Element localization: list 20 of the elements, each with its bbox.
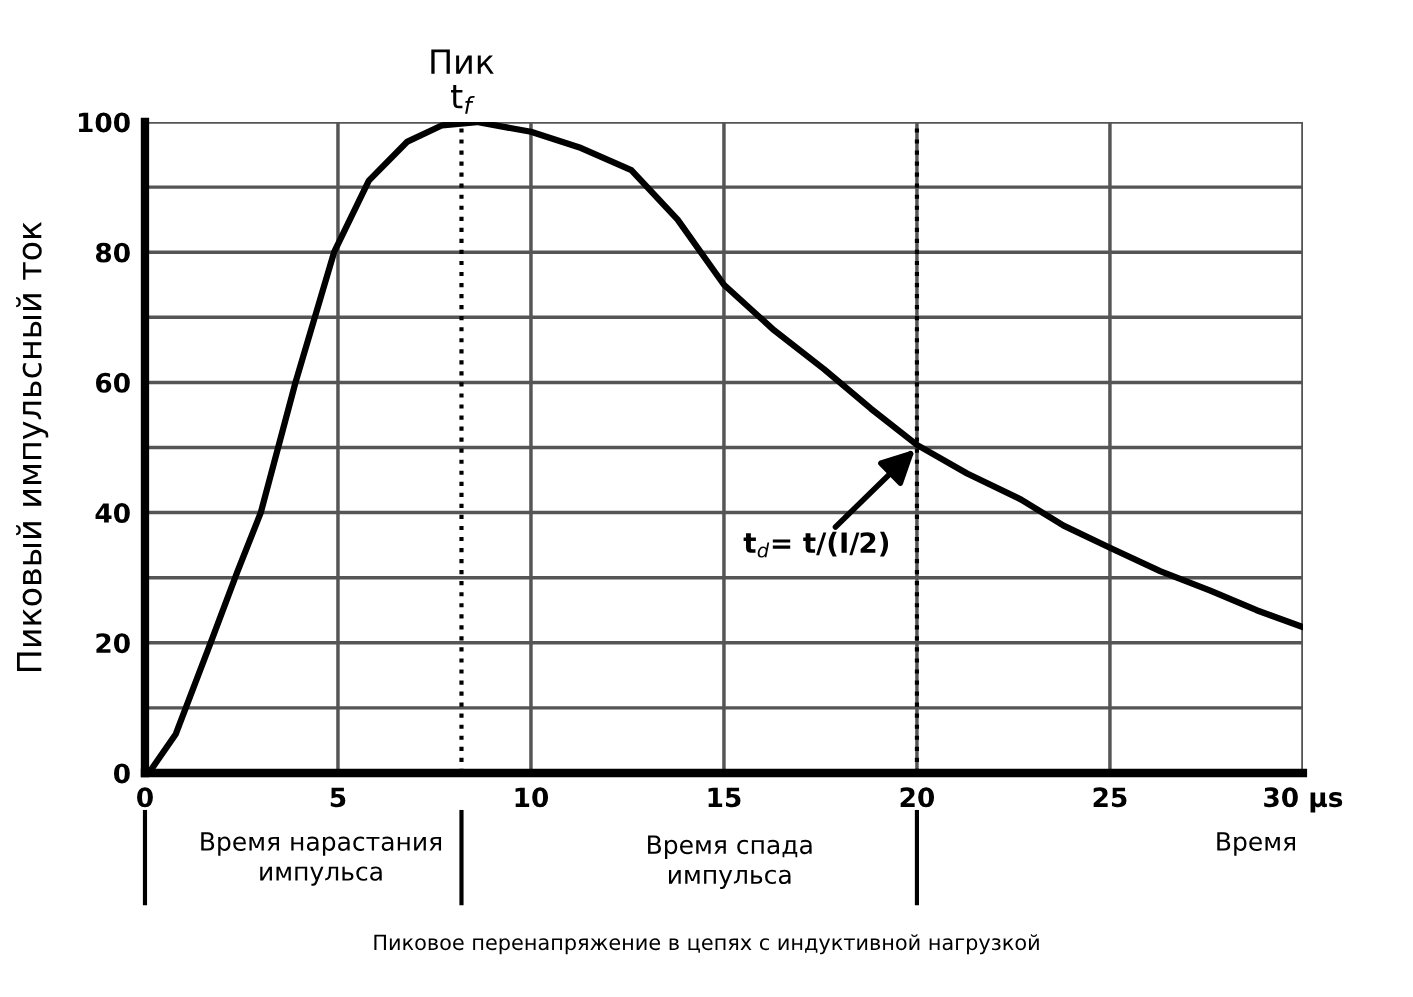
text: Время нарастания импульса	[201, 832, 442, 886]
x-tick-label: 20	[900, 787, 935, 808]
y-tick-label: 40	[95, 503, 130, 523]
y-tick-label: 60	[96, 372, 130, 393]
text: Пиковое перенапряжение в цепях с индуктивной нагрузкой	[374, 934, 1039, 955]
y-tick-label: 100	[78, 112, 130, 133]
x-tick-label: 25	[1093, 787, 1127, 808]
text: Время спада импульса	[648, 835, 812, 889]
y-tick-label: 0	[113, 763, 130, 784]
y-tick-label: 80	[95, 242, 130, 263]
x-tick-label: 30 µs	[1264, 787, 1343, 813]
y-tick-label: 20	[96, 633, 130, 654]
y-axis-title: Пиковый импульсный ток	[16, 221, 49, 671]
x-tick-label: 5	[330, 787, 346, 808]
annotation: t$_{d}$= t/(I/2)	[743, 531, 889, 558]
x-axis-title: Время	[1217, 832, 1296, 856]
x-tick-label: 0	[137, 787, 153, 808]
x-tick-label: 15	[708, 787, 741, 808]
ref-line-label: Пик t$_{f}$	[431, 49, 494, 114]
x-tick-label: 10	[515, 787, 549, 808]
